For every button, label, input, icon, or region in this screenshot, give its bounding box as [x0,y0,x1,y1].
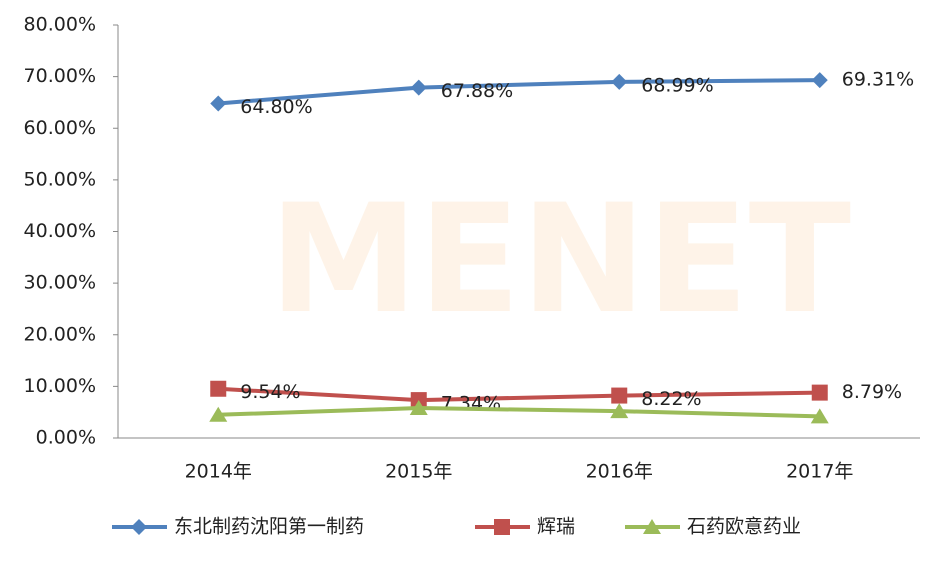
y-tick-label: 50.00% [24,168,96,190]
watermark: MENET [269,173,851,347]
legend-label: 东北制药沈阳第一制药 [174,516,364,538]
series-line [218,78,820,106]
marker [209,406,228,422]
data-label: 8.79% [842,381,902,403]
y-tick-label: 80.00% [24,14,96,36]
x-tick-label: 2015年 [385,461,452,483]
y-tick-label: 60.00% [24,117,96,139]
data-label: 8.22% [641,388,701,410]
marker [210,380,227,397]
marker [131,519,147,535]
y-tick-label: 40.00% [24,220,96,242]
y-tick-label: 30.00% [24,272,96,294]
marker [210,95,227,112]
marker [610,403,629,419]
y-tick-label: 70.00% [24,65,96,87]
data-label: 64.80% [240,96,312,118]
data-label: 7.34% [441,393,501,415]
y-tick-label: 20.00% [24,323,96,345]
data-label: 9.54% [240,381,300,403]
x-tick-label: 2014年 [185,461,252,483]
legend-label: 辉瑞 [537,516,575,538]
legend-label: 石药欧意药业 [687,516,801,538]
marker [611,73,628,90]
marker [410,79,427,96]
data-label: 68.99% [641,74,713,96]
marker [409,400,428,416]
series-line [218,406,820,419]
data-label: 67.88% [441,80,513,102]
x-tick-label: 2017年 [786,461,853,483]
marker [611,387,628,404]
marker [810,408,829,424]
series-line [218,386,820,403]
marker [811,72,828,89]
data-label: 69.31% [842,69,914,91]
x-tick-label: 2016年 [586,461,653,483]
y-tick-label: 10.00% [24,375,96,397]
y-tick-label: 0.00% [36,427,96,449]
marker [811,384,828,401]
marker [643,519,661,534]
marker [494,519,510,535]
